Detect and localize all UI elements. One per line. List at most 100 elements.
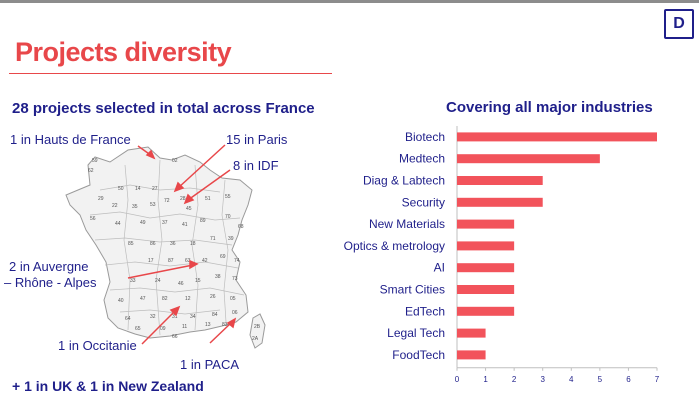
bar-medtech [457,154,600,164]
svg-text:06: 06 [232,310,238,316]
svg-text:33: 33 [130,278,136,284]
category-label: Legal Tech [387,326,445,340]
department-borders [89,159,245,336]
svg-text:17: 17 [148,258,154,264]
arrowhead-paca [226,317,237,329]
svg-text:38: 38 [215,274,221,280]
category-label: Diag & Labtech [363,174,445,188]
svg-text:28: 28 [180,196,186,202]
bar-biotech [457,132,657,142]
department-numbers: 59 62 02 50 14 27 29 22 35 53 72 28 45 51 55 56 44 4… [88,158,261,342]
bar-security [457,197,543,207]
chart-title: Covering all major industries [446,99,653,116]
bar-foodtech [457,350,486,360]
svg-text:31: 31 [172,314,178,320]
pointer-occitanie [141,309,177,345]
svg-text:56: 56 [90,216,96,222]
svg-text:51: 51 [205,196,211,202]
svg-text:83: 83 [222,322,228,328]
bar-legal-tech [457,328,486,338]
label-idf: 8 in IDF [233,158,279,173]
svg-text:64: 64 [125,316,131,322]
category-label: Smart Cities [380,283,445,297]
svg-text:11: 11 [182,324,187,330]
brand-logo: D [664,9,694,39]
france-map-outline [65,146,253,339]
svg-text:87: 87 [168,258,174,264]
bar-ai [457,263,515,273]
svg-text:36: 36 [170,241,176,247]
svg-text:68: 68 [238,224,244,230]
x-tick-label: 1 [483,375,488,384]
pointer-paris [177,144,226,189]
svg-text:29: 29 [98,196,104,202]
svg-text:46: 46 [178,281,184,287]
svg-text:55: 55 [225,194,231,200]
arrowhead-idf [183,193,195,205]
x-tick-label: 2 [512,375,517,384]
svg-text:41: 41 [182,222,188,228]
bar-new-materials [457,219,515,229]
bar-optics-metrology [457,241,515,251]
svg-text:44: 44 [115,221,121,227]
svg-text:02: 02 [172,158,178,164]
category-label: FoodTech [392,348,445,362]
svg-text:59: 59 [92,158,98,164]
label-paris: 15 in Paris [226,132,288,147]
arrowhead-hauts-de-france [145,149,156,160]
svg-text:53: 53 [150,202,156,208]
svg-text:89: 89 [200,218,206,224]
x-tick-label: 4 [569,375,574,384]
svg-text:69: 69 [220,254,226,260]
x-tick-label: 5 [598,375,603,384]
svg-text:74: 74 [234,258,240,264]
svg-text:27: 27 [152,186,158,192]
svg-text:47: 47 [140,296,146,302]
svg-text:70: 70 [225,214,231,220]
label-occitanie: 1 in Occitanie [58,338,137,353]
page-title: Projects diversity [15,37,232,67]
svg-text:12: 12 [185,296,191,302]
svg-text:34: 34 [190,314,196,320]
svg-text:15: 15 [195,278,201,284]
pointer-paca [209,321,233,344]
projects-total-heading: 28 projects selected in total across Fra… [12,100,315,117]
corsica-shape [249,313,266,349]
title-underline [9,73,332,74]
label-hauts-de-france: 1 in Hauts de France [10,132,131,147]
region-pointers [127,144,237,345]
svg-text:35: 35 [132,204,138,210]
svg-text:84: 84 [212,312,218,318]
arrowhead-auvergne [189,259,199,270]
svg-text:42: 42 [202,258,208,264]
bar-smart-cities [457,285,515,294]
category-label: Security [402,195,445,209]
svg-text:13: 13 [205,322,211,328]
svg-text:14: 14 [135,186,141,192]
category-label: AI [434,261,445,275]
svg-text:82: 82 [162,296,168,302]
svg-text:24: 24 [155,278,161,284]
x-tick-label: 7 [655,375,660,384]
svg-text:45: 45 [186,206,192,212]
pointer-auvergne [127,264,194,279]
svg-text:37: 37 [162,220,168,226]
svg-text:49: 49 [140,220,146,226]
svg-text:63: 63 [185,258,191,264]
x-tick-label: 3 [540,375,545,384]
svg-text:73: 73 [232,276,238,282]
logo-letter: D [673,15,685,32]
svg-text:66: 66 [172,334,178,340]
x-tick-label: 0 [455,375,460,384]
svg-text:22: 22 [112,203,118,209]
svg-text:65: 65 [135,326,141,332]
svg-text:09: 09 [160,326,166,332]
svg-text:18: 18 [190,241,196,247]
svg-text:05: 05 [230,296,236,302]
label-rhone-alpes: – Rhône - Alpes [4,275,97,290]
svg-text:26: 26 [210,294,216,300]
bar-edtech [457,306,515,316]
svg-text:86: 86 [150,241,156,247]
arrowhead-occitanie [169,305,181,317]
